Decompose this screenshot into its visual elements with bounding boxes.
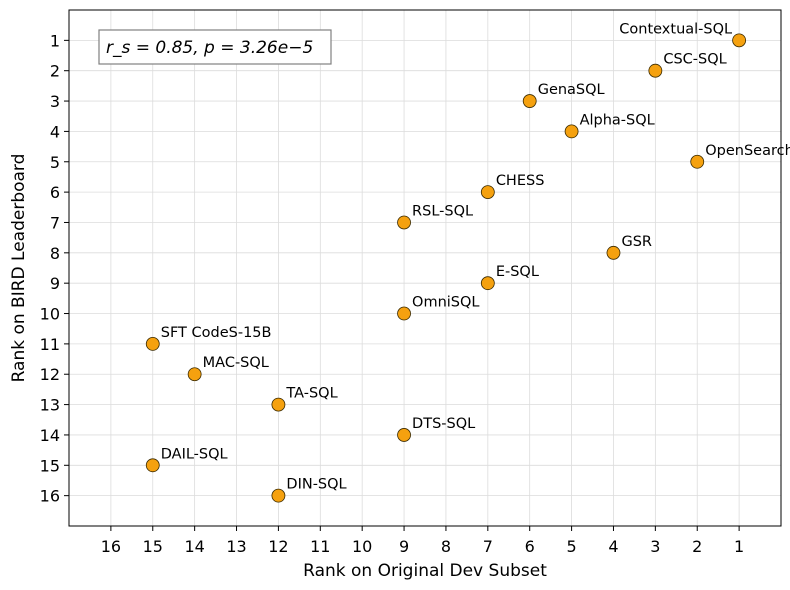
y-tick-label: 2 bbox=[50, 62, 60, 81]
point-label: E-SQL bbox=[496, 264, 539, 280]
data-points bbox=[145, 33, 747, 503]
x-tick-label: 4 bbox=[608, 537, 618, 556]
y-tick-label: 12 bbox=[40, 365, 60, 384]
y-tick-label: 8 bbox=[50, 244, 60, 263]
data-point bbox=[606, 245, 621, 260]
point-label: Alpha-SQL bbox=[580, 112, 655, 128]
point-label: OmniSQL bbox=[412, 295, 479, 311]
point-label: GenaSQL bbox=[538, 82, 605, 98]
y-tick-label: 15 bbox=[40, 456, 60, 475]
ticks: 16 15 14 13 12 11 10 9 8 7 6 5 4 3 2 112345678910111213… bbox=[40, 31, 745, 556]
y-tick-label: 7 bbox=[50, 213, 60, 232]
data-point bbox=[145, 336, 160, 351]
x-tick-label: 1 bbox=[734, 537, 744, 556]
correlation-annotation: r_s = 0.85, p = 3.26e−5 bbox=[106, 38, 313, 58]
y-tick-label: 10 bbox=[40, 305, 60, 324]
y-axis-title: Rank on BIRD Leaderboard bbox=[9, 154, 29, 383]
point-label: Contextual-SQL bbox=[619, 21, 732, 37]
y-tick-label: 3 bbox=[50, 92, 60, 111]
data-point bbox=[564, 124, 579, 139]
point-label: DTS-SQL bbox=[412, 416, 475, 432]
x-tick-label: 5 bbox=[566, 537, 576, 556]
x-tick-label: 13 bbox=[226, 537, 246, 556]
data-point bbox=[271, 397, 286, 412]
x-tick-label: 3 bbox=[650, 537, 660, 556]
data-point bbox=[480, 276, 495, 291]
x-tick-label: 15 bbox=[143, 537, 163, 556]
annotation-box: r_s = 0.85, p = 3.26e−5 bbox=[98, 29, 332, 65]
point-label: CSC-SQL bbox=[663, 52, 726, 68]
y-tick-label: 6 bbox=[50, 183, 60, 202]
point-label: TA-SQL bbox=[285, 386, 337, 402]
data-point bbox=[732, 33, 747, 48]
point-labels: Contextual-SQL CSC-SQL GenaSQL Alpha-SQL Ope… bbox=[161, 21, 790, 492]
plot-frame bbox=[68, 9, 782, 527]
y-tick-label: 5 bbox=[50, 153, 60, 172]
data-point bbox=[271, 488, 286, 503]
point-label: DAIL-SQL bbox=[161, 446, 228, 462]
data-point bbox=[145, 458, 160, 473]
point-label: OpenSearch-SQL bbox=[705, 143, 790, 159]
point-label: DIN-SQL bbox=[286, 477, 346, 493]
y-tick-label: 9 bbox=[50, 274, 60, 293]
data-point bbox=[690, 154, 705, 169]
y-tick-label: 1 bbox=[50, 31, 60, 50]
data-point bbox=[648, 63, 663, 78]
x-tick-label: 6 bbox=[525, 537, 535, 556]
point-label: RSL-SQL bbox=[412, 203, 473, 219]
x-tick-label: 12 bbox=[268, 537, 288, 556]
y-tick-label: 14 bbox=[40, 426, 60, 445]
x-tick-label: 8 bbox=[441, 537, 451, 556]
x-tick-label: 14 bbox=[184, 537, 204, 556]
point-label: MAC-SQL bbox=[203, 355, 269, 371]
x-tick-label: 7 bbox=[483, 537, 493, 556]
y-tick-label: 16 bbox=[40, 487, 60, 506]
y-tick-label: 4 bbox=[50, 122, 60, 141]
x-tick-label: 10 bbox=[352, 537, 372, 556]
x-tick-label: 9 bbox=[399, 537, 409, 556]
y-tick-label: 11 bbox=[40, 335, 60, 354]
data-point bbox=[397, 215, 411, 230]
point-label: CHESS bbox=[496, 173, 545, 189]
x-tick-label: 16 bbox=[101, 537, 121, 556]
data-point bbox=[187, 367, 202, 382]
x-axis-title: Rank on Original Dev Subset bbox=[303, 561, 547, 581]
point-label: GSR bbox=[621, 234, 652, 250]
grid bbox=[69, 10, 781, 526]
x-tick-label: 2 bbox=[692, 537, 702, 556]
data-point bbox=[397, 306, 411, 321]
data-point bbox=[480, 185, 495, 200]
point-label: SFT CodeS-15B bbox=[161, 325, 272, 341]
data-point bbox=[397, 428, 411, 442]
data-point bbox=[522, 94, 537, 108]
y-tick-label: 13 bbox=[40, 396, 60, 415]
x-tick-label: 11 bbox=[310, 537, 330, 556]
